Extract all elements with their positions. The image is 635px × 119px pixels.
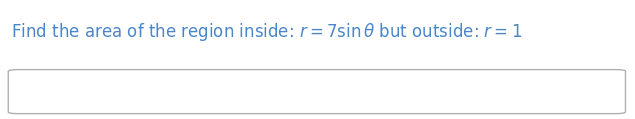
FancyBboxPatch shape bbox=[8, 70, 625, 114]
Text: Find the area of the region inside: $r = 7\sin\theta$ but outside: $r = 1$: Find the area of the region inside: $r =… bbox=[11, 21, 523, 43]
